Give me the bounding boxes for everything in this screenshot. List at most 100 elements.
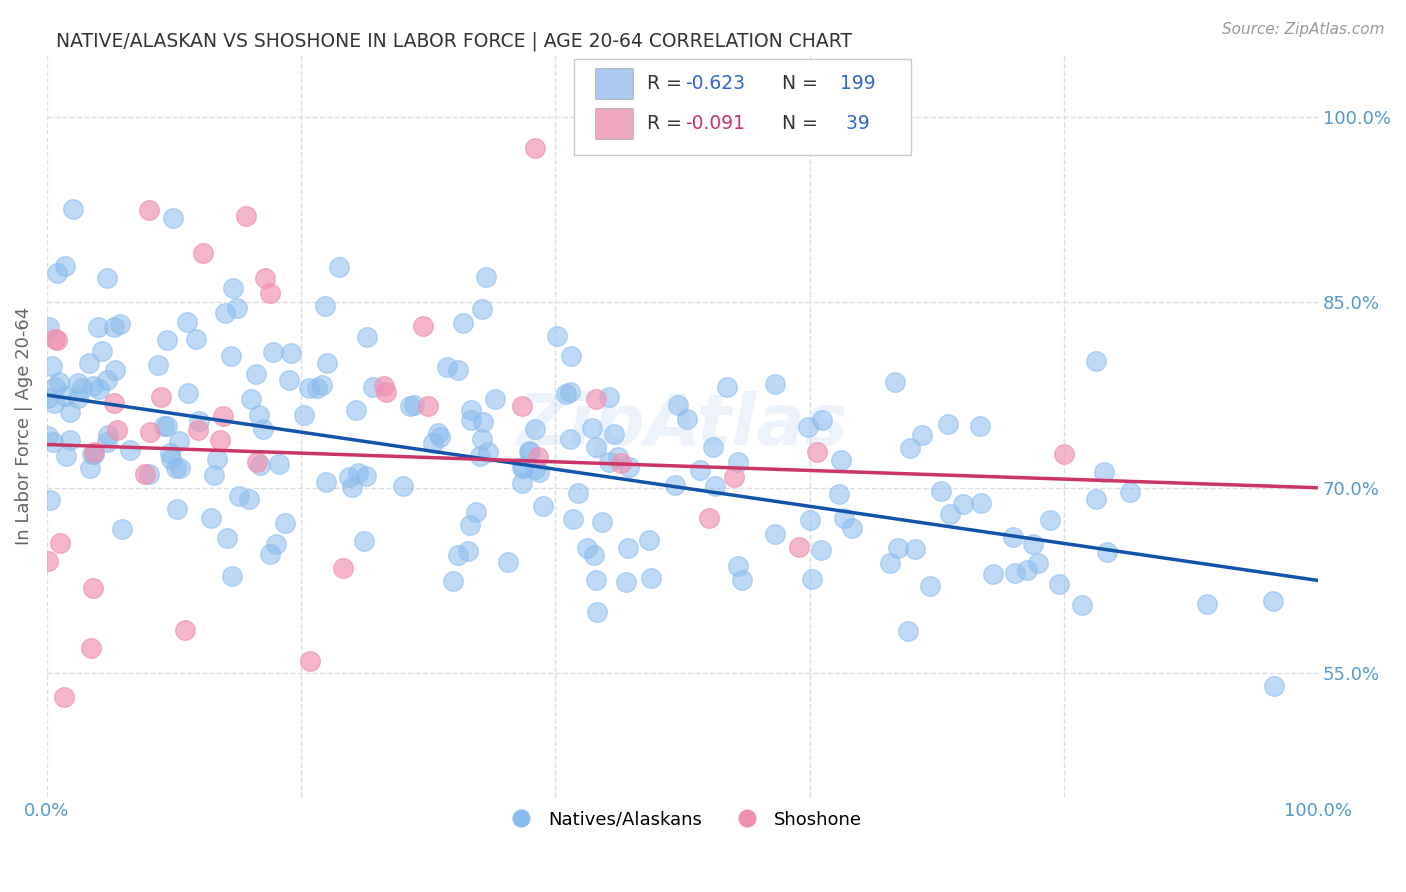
Point xyxy=(103,396,125,410)
Point xyxy=(404,398,426,412)
Point xyxy=(138,467,160,481)
Point xyxy=(82,581,104,595)
Point xyxy=(103,320,125,334)
Point xyxy=(292,408,315,422)
Point xyxy=(558,433,581,447)
Point xyxy=(311,378,333,392)
Point xyxy=(484,392,506,406)
Point xyxy=(1085,492,1108,507)
Point xyxy=(939,508,962,522)
Point xyxy=(37,391,59,405)
Point xyxy=(447,549,470,563)
Point xyxy=(156,334,179,348)
Point xyxy=(96,373,118,387)
Point xyxy=(1002,530,1025,544)
Point xyxy=(567,486,589,500)
Point xyxy=(82,379,104,393)
Point xyxy=(139,425,162,440)
Point xyxy=(517,443,540,458)
Y-axis label: In Labor Force | Age 20-64: In Labor Force | Age 20-64 xyxy=(15,307,32,545)
Point xyxy=(416,399,439,413)
Point xyxy=(697,511,720,525)
Point xyxy=(49,535,72,549)
Point xyxy=(226,301,249,315)
Point xyxy=(841,521,863,535)
FancyBboxPatch shape xyxy=(595,68,633,99)
Point xyxy=(936,417,959,431)
Point xyxy=(675,411,697,425)
Point xyxy=(1022,537,1045,551)
Point xyxy=(1070,598,1092,612)
Point xyxy=(702,440,724,454)
Point xyxy=(586,605,609,619)
Point xyxy=(97,428,120,442)
Point xyxy=(763,377,786,392)
Point xyxy=(315,475,337,490)
Point xyxy=(1092,465,1115,479)
Point xyxy=(41,435,63,450)
Point xyxy=(90,343,112,358)
Point xyxy=(174,623,197,637)
Point xyxy=(228,489,250,503)
Point xyxy=(353,534,375,549)
Point xyxy=(79,356,101,370)
Point xyxy=(53,389,76,403)
Point xyxy=(668,398,690,412)
Point xyxy=(44,396,66,410)
Point xyxy=(247,408,270,422)
Point xyxy=(806,445,828,459)
Point xyxy=(918,578,941,592)
Point xyxy=(165,460,187,475)
Point xyxy=(477,445,499,459)
Text: N =: N = xyxy=(782,114,824,133)
Point xyxy=(554,387,576,401)
Point xyxy=(361,380,384,394)
Point xyxy=(1015,563,1038,577)
Point xyxy=(904,541,927,556)
Point xyxy=(305,381,328,395)
Point xyxy=(80,641,103,656)
Point xyxy=(222,281,245,295)
Point xyxy=(249,458,271,472)
Point xyxy=(560,385,582,400)
Point xyxy=(981,566,1004,581)
Point xyxy=(617,541,640,556)
Point xyxy=(510,399,533,413)
Point xyxy=(883,375,905,389)
Text: 39: 39 xyxy=(841,114,870,133)
Point xyxy=(969,418,991,433)
Point xyxy=(138,203,160,218)
Point xyxy=(46,266,69,280)
Point xyxy=(205,451,228,466)
Point xyxy=(575,541,598,556)
Point xyxy=(240,392,263,406)
Point xyxy=(278,373,301,387)
Text: N =: N = xyxy=(782,74,824,93)
Point xyxy=(1263,680,1285,694)
Point xyxy=(80,447,103,461)
Point xyxy=(468,449,491,463)
Point xyxy=(546,329,568,343)
Point xyxy=(155,418,177,433)
Point xyxy=(299,654,322,668)
Text: NATIVE/ALASKAN VS SHOSHONE IN LABOR FORCE | AGE 20-64 CORRELATION CHART: NATIVE/ALASKAN VS SHOSHONE IN LABOR FORC… xyxy=(56,31,852,51)
Point xyxy=(253,270,276,285)
Point xyxy=(340,480,363,494)
Point xyxy=(38,492,60,507)
Point xyxy=(1047,577,1070,591)
Point xyxy=(582,548,605,562)
Point xyxy=(104,363,127,377)
Point xyxy=(460,413,482,427)
Point xyxy=(70,380,93,394)
Point xyxy=(266,537,288,551)
Point xyxy=(799,513,821,527)
Point xyxy=(314,299,336,313)
Point xyxy=(1026,556,1049,570)
Point xyxy=(252,422,274,436)
Point xyxy=(614,574,637,589)
Point xyxy=(48,376,70,390)
Point xyxy=(38,319,60,334)
Point xyxy=(640,571,662,585)
Point xyxy=(315,356,337,370)
Point xyxy=(898,441,921,455)
